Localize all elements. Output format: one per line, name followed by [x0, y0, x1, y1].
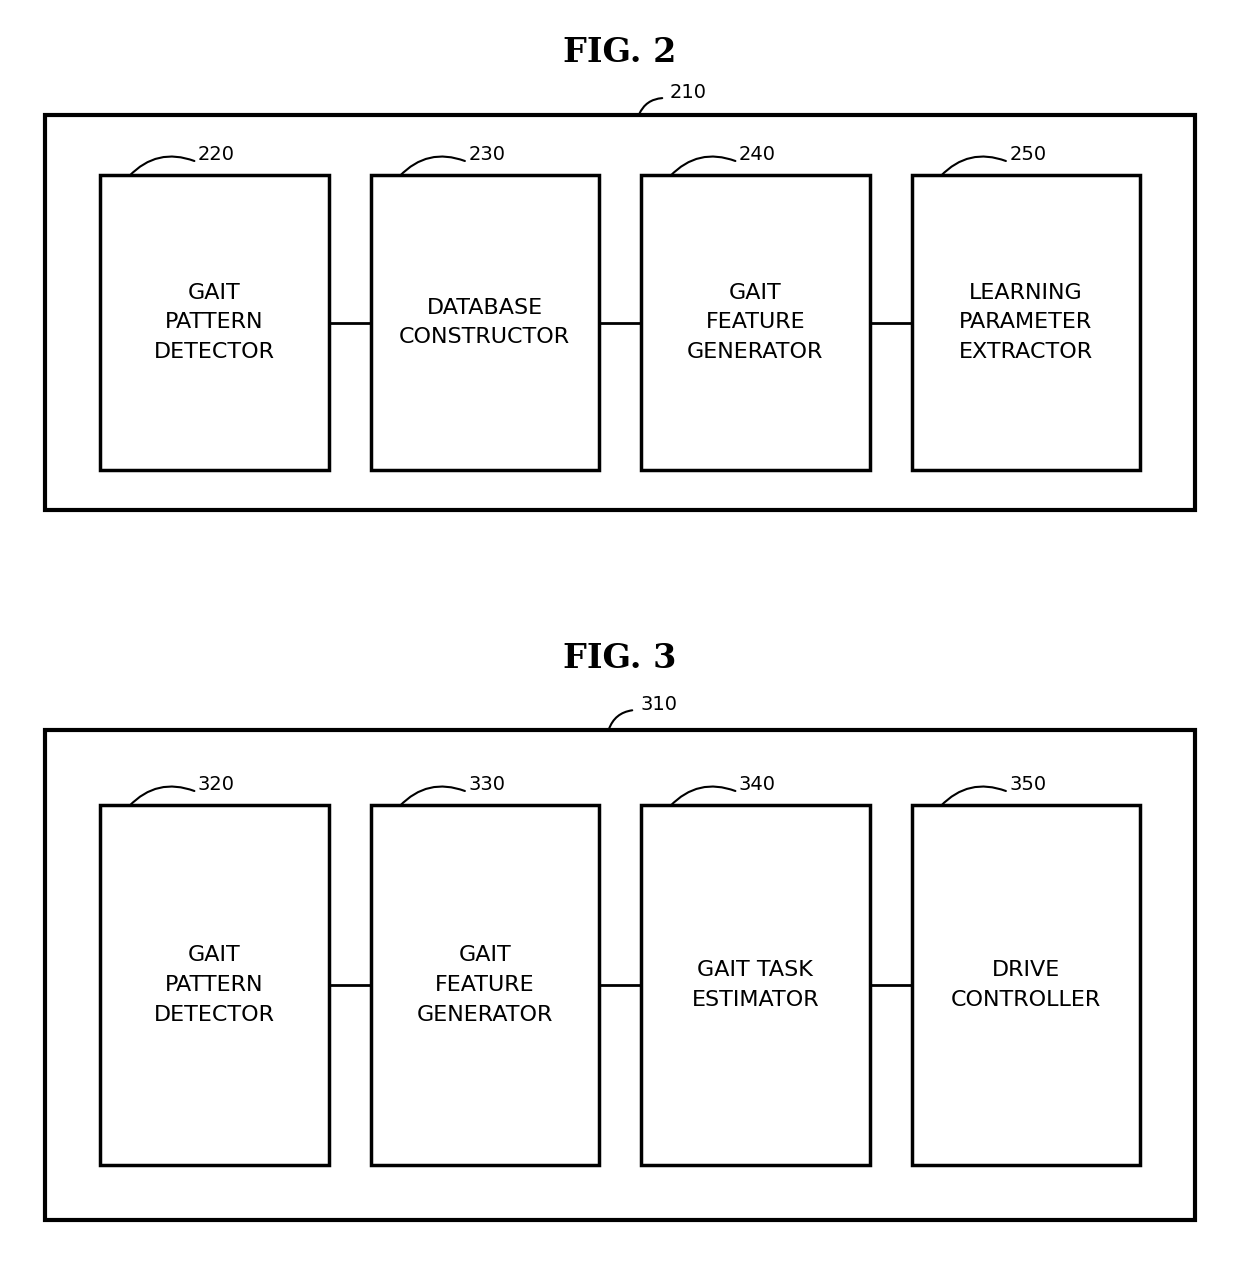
- Text: 250: 250: [1009, 146, 1047, 165]
- Text: 320: 320: [198, 776, 234, 795]
- Text: GAIT
FEATURE
GENERATOR: GAIT FEATURE GENERATOR: [417, 946, 553, 1024]
- Text: GAIT
PATTERN
DETECTOR: GAIT PATTERN DETECTOR: [154, 282, 275, 362]
- Text: 310: 310: [640, 695, 677, 714]
- Text: 220: 220: [198, 146, 234, 165]
- Bar: [45, 115, 1195, 510]
- Text: GAIT TASK
ESTIMATOR: GAIT TASK ESTIMATOR: [692, 960, 820, 1010]
- Text: 350: 350: [1009, 776, 1047, 795]
- Text: 230: 230: [469, 146, 506, 165]
- Bar: [100, 805, 329, 1165]
- Text: 330: 330: [469, 776, 506, 795]
- Text: DATABASE
CONSTRUCTOR: DATABASE CONSTRUCTOR: [399, 298, 570, 347]
- Text: 340: 340: [739, 776, 776, 795]
- Bar: [641, 805, 869, 1165]
- Text: 240: 240: [739, 146, 776, 165]
- Bar: [641, 175, 869, 470]
- Text: GAIT
PATTERN
DETECTOR: GAIT PATTERN DETECTOR: [154, 946, 275, 1024]
- Bar: [371, 175, 599, 470]
- Text: DRIVE
CONTROLLER: DRIVE CONTROLLER: [951, 960, 1101, 1010]
- Bar: [45, 730, 1195, 1220]
- Text: LEARNING
PARAMETER
EXTRACTOR: LEARNING PARAMETER EXTRACTOR: [959, 282, 1092, 362]
- Bar: [100, 175, 329, 470]
- Text: 210: 210: [670, 82, 707, 101]
- Text: FIG. 2: FIG. 2: [563, 35, 677, 68]
- Text: GAIT
FEATURE
GENERATOR: GAIT FEATURE GENERATOR: [687, 282, 823, 362]
- Text: FIG. 3: FIG. 3: [563, 642, 677, 675]
- Bar: [371, 805, 599, 1165]
- Bar: [911, 805, 1140, 1165]
- Bar: [911, 175, 1140, 470]
